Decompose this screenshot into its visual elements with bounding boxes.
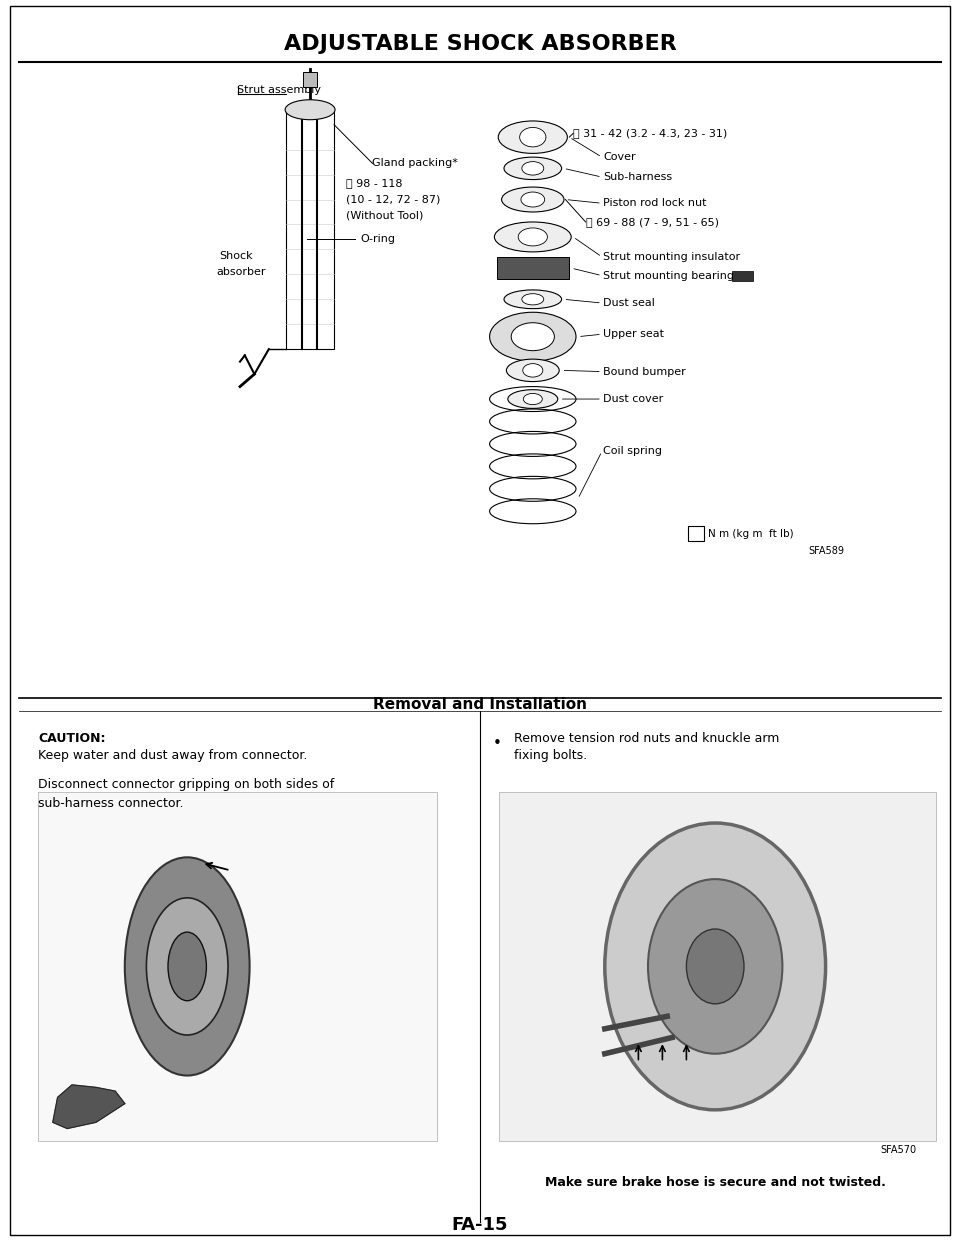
Text: Coil spring: Coil spring	[603, 446, 661, 456]
Ellipse shape	[146, 898, 228, 1035]
Text: Keep water and dust away from connector.: Keep water and dust away from connector.	[38, 749, 308, 762]
Bar	[499, 792, 936, 1141]
Text: fixing bolts.: fixing bolts.	[514, 749, 587, 762]
Text: Dust cover: Dust cover	[603, 394, 663, 404]
Ellipse shape	[125, 858, 250, 1075]
Ellipse shape	[494, 222, 571, 252]
Text: Remove tension rod nuts and knuckle arm: Remove tension rod nuts and knuckle arm	[514, 732, 779, 744]
Text: SFA589: SFA589	[808, 546, 845, 556]
Ellipse shape	[523, 364, 542, 377]
Ellipse shape	[498, 121, 567, 153]
Text: O-ring: O-ring	[360, 234, 395, 244]
Text: (10 - 12, 72 - 87): (10 - 12, 72 - 87)	[346, 195, 440, 205]
Text: Shock: Shock	[219, 251, 252, 261]
Ellipse shape	[523, 394, 542, 404]
Text: ⎗ 98 - 118: ⎗ 98 - 118	[346, 178, 402, 188]
Ellipse shape	[168, 933, 206, 1000]
Text: Disconnect connector gripping on both sides of: Disconnect connector gripping on both si…	[38, 778, 335, 791]
Text: ⎗ 69 - 88 (7 - 9, 51 - 65): ⎗ 69 - 88 (7 - 9, 51 - 65)	[586, 217, 719, 227]
Ellipse shape	[518, 228, 547, 246]
Ellipse shape	[686, 929, 744, 1004]
Ellipse shape	[648, 879, 782, 1054]
Text: Cover: Cover	[603, 152, 636, 162]
Ellipse shape	[512, 323, 555, 350]
Text: Strut assembly: Strut assembly	[237, 85, 321, 95]
Ellipse shape	[521, 192, 544, 207]
Bar	[38, 792, 437, 1141]
Text: •: •	[492, 736, 501, 751]
Bar	[497, 257, 568, 279]
Text: ADJUSTABLE SHOCK ABSORBER: ADJUSTABLE SHOCK ABSORBER	[283, 34, 677, 54]
Text: Upper seat: Upper seat	[603, 329, 664, 339]
Text: CAUTION:: CAUTION:	[38, 732, 106, 744]
Ellipse shape	[522, 294, 543, 304]
Ellipse shape	[490, 312, 576, 362]
Text: N m (kg m  ft lb): N m (kg m ft lb)	[708, 529, 793, 539]
Ellipse shape	[507, 359, 559, 382]
Ellipse shape	[504, 289, 562, 308]
Text: Strut mounting bearing: Strut mounting bearing	[603, 271, 733, 281]
Ellipse shape	[285, 100, 335, 120]
Bar	[688, 526, 704, 541]
Text: Piston rod lock nut: Piston rod lock nut	[603, 198, 707, 208]
Text: FA-15: FA-15	[452, 1216, 508, 1233]
Ellipse shape	[504, 157, 562, 180]
Text: Make sure brake hose is secure and not twisted.: Make sure brake hose is secure and not t…	[544, 1176, 886, 1188]
Ellipse shape	[502, 187, 564, 212]
Text: Removal and Installation: Removal and Installation	[373, 697, 587, 712]
Text: absorber: absorber	[216, 267, 266, 277]
Ellipse shape	[522, 162, 543, 175]
Bar	[732, 271, 753, 281]
Text: sub-harness connector.: sub-harness connector.	[38, 797, 184, 809]
Ellipse shape	[519, 127, 546, 147]
Bar	[303, 72, 317, 87]
Text: SFA570: SFA570	[880, 1145, 917, 1155]
Polygon shape	[53, 1085, 125, 1129]
Text: (Without Tool): (Without Tool)	[346, 211, 423, 221]
Bar	[286, 112, 334, 349]
Text: Bound bumper: Bound bumper	[603, 367, 685, 377]
Text: Dust seal: Dust seal	[603, 298, 655, 308]
Text: Gland packing*: Gland packing*	[372, 158, 458, 168]
Ellipse shape	[508, 389, 558, 408]
Text: ⎗ 31 - 42 (3.2 - 4.3, 23 - 31): ⎗ 31 - 42 (3.2 - 4.3, 23 - 31)	[573, 128, 728, 138]
Text: Sub-harness: Sub-harness	[603, 172, 672, 182]
Ellipse shape	[605, 823, 826, 1110]
Text: Strut mounting insulator: Strut mounting insulator	[603, 252, 740, 262]
